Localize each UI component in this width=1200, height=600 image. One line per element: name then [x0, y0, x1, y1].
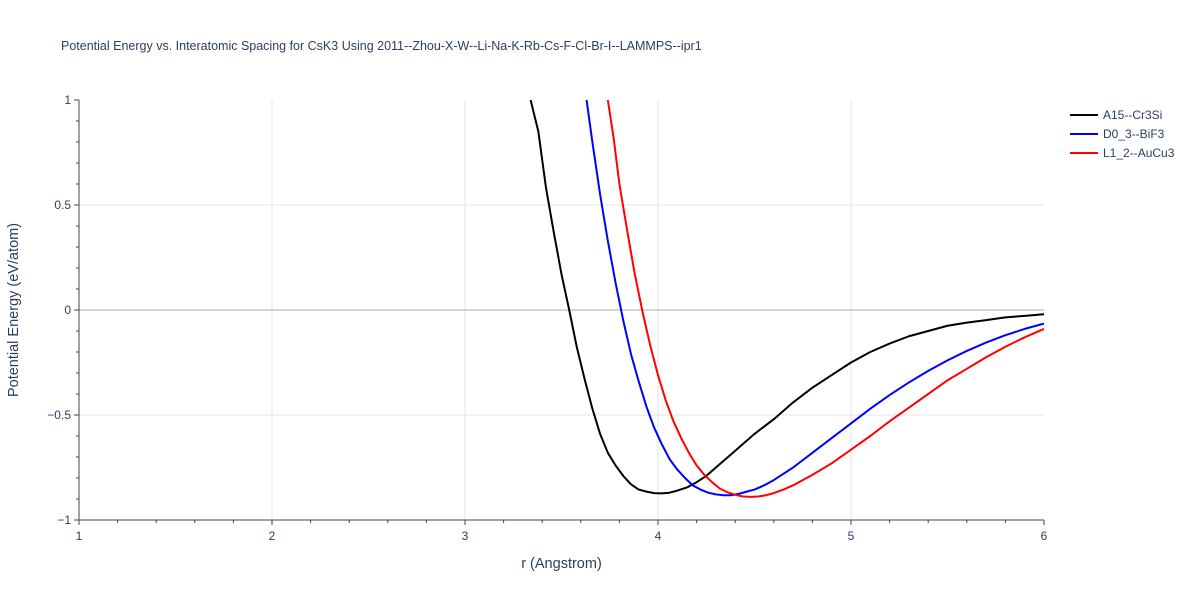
y-tick-label: −0.5 [47, 408, 71, 422]
y-axis-title: Potential Energy (eV/atom) [6, 223, 22, 397]
legend[interactable]: A15--Cr3Si D0_3--BiF3 L1_2--AuCu3 [1070, 108, 1175, 160]
legend-item-0[interactable]: A15--Cr3Si [1070, 108, 1162, 122]
x-tick-label: 5 [848, 529, 855, 543]
series-line-0 [529, 100, 1044, 495]
x-axis-ticks: 1 2 3 4 5 6 [76, 520, 1048, 543]
legend-item-1[interactable]: D0_3--BiF3 [1070, 127, 1165, 141]
legend-label: L1_2--AuCu3 [1103, 146, 1175, 160]
x-tick-label: 4 [655, 529, 662, 543]
legend-label: D0_3--BiF3 [1103, 127, 1165, 141]
x-axis-title: r (Angstrom) [521, 556, 602, 572]
y-tick-label: 1 [64, 93, 71, 107]
x-tick-label: 3 [462, 529, 469, 543]
series-lines [529, 100, 1044, 498]
x-tick-label: 1 [76, 529, 83, 543]
legend-item-2[interactable]: L1_2--AuCu3 [1070, 146, 1175, 160]
series-line-1 [585, 100, 1044, 497]
y-tick-label: 0 [64, 303, 71, 317]
chart-title: Potential Energy vs. Interatomic Spacing… [61, 39, 702, 53]
y-axis-ticks: −1 −0.5 0 0.5 1 [47, 93, 79, 527]
y-tick-label: −1 [57, 513, 71, 527]
y-tick-label: 0.5 [54, 198, 71, 212]
x-tick-label: 6 [1041, 529, 1048, 543]
series-line-2 [606, 100, 1044, 498]
x-tick-label: 2 [269, 529, 276, 543]
legend-label: A15--Cr3Si [1103, 108, 1162, 122]
